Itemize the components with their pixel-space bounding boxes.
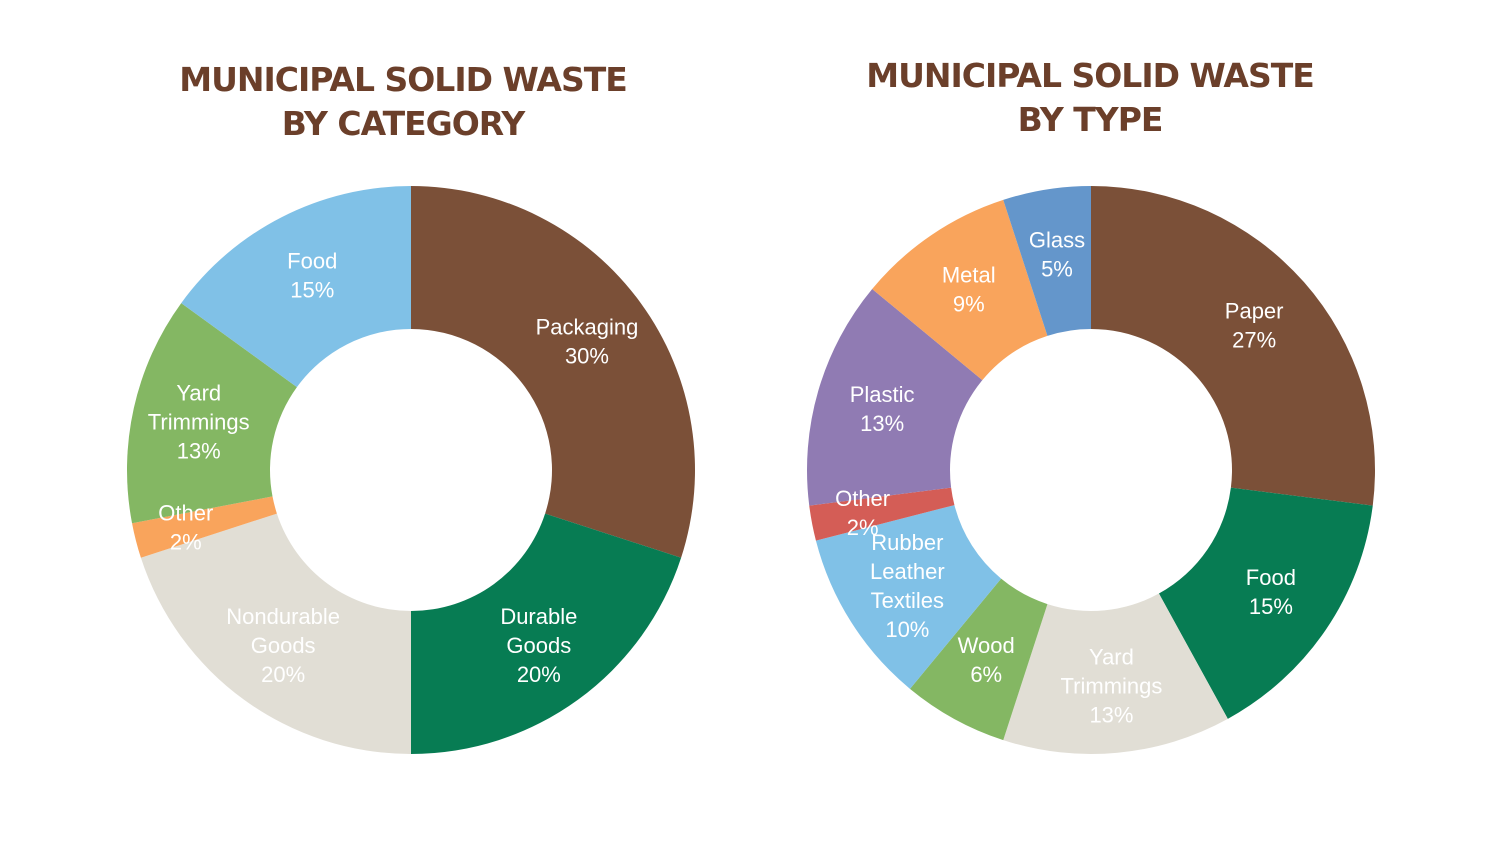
slice-plastic <box>807 288 983 506</box>
slice-label-name: Yard <box>1089 645 1134 670</box>
slice-label-name: Other <box>835 486 890 511</box>
slice-label-value: 15% <box>290 278 334 303</box>
slice-label-name: Yard <box>176 381 221 406</box>
slice-metal <box>872 199 1048 381</box>
slice-label-value: 20% <box>261 662 305 687</box>
slice-label-name: Leather <box>870 559 945 584</box>
slice-packaging <box>411 186 695 558</box>
slice-label-name: Metal <box>942 263 996 288</box>
slice-durable-goods <box>411 513 682 754</box>
slice-label-value: 13% <box>1089 703 1133 728</box>
slice-label: Other 2% <box>158 500 213 554</box>
slice-food <box>1158 487 1373 719</box>
slice-other <box>809 487 955 541</box>
chart-title-line-2: BY TYPE <box>1017 100 1164 139</box>
slice-label-name: Textiles <box>871 588 944 613</box>
slice-label: Wood 6% <box>958 633 1015 687</box>
slice-label: Food 15% <box>1246 565 1296 619</box>
slice-label-value: 20% <box>517 662 561 687</box>
slice-label-value: 9% <box>953 292 985 317</box>
slice-glass <box>1003 186 1091 336</box>
slices <box>807 186 1375 754</box>
slice-food <box>181 186 411 388</box>
slice-other <box>132 496 277 558</box>
slice-label-name: Durable <box>500 604 577 629</box>
slice-label-value: 13% <box>177 439 221 464</box>
slice-nondurable-goods <box>140 513 411 754</box>
slice-label-name: Glass <box>1029 228 1085 253</box>
slice-label: Nondurable Goods 20% <box>226 604 340 687</box>
slice-label-value: 10% <box>885 617 929 642</box>
slice-label-value: 5% <box>1041 257 1073 282</box>
slice-label-name: Trimmings <box>1061 674 1163 699</box>
slice-label: Plastic 13% <box>850 382 915 436</box>
chart-by-type: MUNICIPAL SOLID WASTE BY TYPE Paper 27% Fo… <box>710 0 1460 844</box>
slice-wood <box>909 578 1048 741</box>
slice-label-value: 6% <box>970 662 1002 687</box>
slice-label: Yard Trimmings 13% <box>148 381 250 464</box>
slice-label-value: 27% <box>1232 328 1276 353</box>
slice-label-name: Paper <box>1225 299 1284 324</box>
chart-by-category: MUNICIPAL SOLID WASTE BY CATEGORY Packag… <box>30 0 780 844</box>
chart-title-line-1: MUNICIPAL SOLID WASTE <box>866 56 1315 95</box>
chart-title-line-1: MUNICIPAL SOLID WASTE <box>179 60 628 99</box>
slice-label-name: Packaging <box>536 315 639 340</box>
slice-labels: Paper 27% Food 15% Yard Trimmings 13% Wood 6% Rub… <box>835 228 1296 728</box>
slice-label-name: Plastic <box>850 382 915 407</box>
slice-label: Durable Goods 20% <box>500 604 577 687</box>
slice-label-value: 2% <box>170 529 202 554</box>
slice-label: Packaging 30% <box>536 315 639 369</box>
slice-rubber-leather-textiles <box>815 505 1002 689</box>
slice-label-name: Goods <box>506 633 571 658</box>
slice-label-value: 2% <box>847 515 879 540</box>
slice-label-name: Rubber <box>871 530 943 555</box>
slice-label-name: Other <box>158 500 213 525</box>
slice-label-name: Nondurable <box>226 604 340 629</box>
slice-labels: Packaging 30% Durable Goods 20% Nondurable Goo… <box>148 249 639 687</box>
slice-label-name: Wood <box>958 633 1015 658</box>
slice-label: Metal 9% <box>942 263 996 317</box>
donut-chart: Paper 27% Food 15% Yard Trimmings 13% Wood 6% Rub… <box>807 186 1375 754</box>
slice-yard-trimmings <box>127 303 297 524</box>
slice-label: Glass 5% <box>1029 228 1085 282</box>
slices <box>127 186 695 754</box>
slice-label-name: Food <box>1246 565 1296 590</box>
slice-label-name: Trimmings <box>148 410 250 435</box>
slice-label: Food 15% <box>287 249 337 303</box>
slice-label-value: 15% <box>1249 594 1293 619</box>
slice-label-value: 13% <box>860 411 904 436</box>
slice-paper <box>1091 186 1375 506</box>
slice-label-name: Goods <box>251 633 316 658</box>
slice-label: Paper 27% <box>1225 299 1284 353</box>
slice-label: Other 2% <box>835 486 890 540</box>
slice-label: Rubber Leather Textiles 10% <box>870 530 945 642</box>
chart-title-line-2: BY CATEGORY <box>281 104 526 143</box>
slice-label-name: Food <box>287 249 337 274</box>
slice-label-value: 30% <box>565 344 609 369</box>
chart-title: MUNICIPAL SOLID WASTE BY CATEGORY <box>23 58 783 146</box>
chart-title: MUNICIPAL SOLID WASTE BY TYPE <box>710 54 1470 142</box>
slice-yard-trimmings <box>1003 593 1228 754</box>
slice-label: Yard Trimmings 13% <box>1061 645 1163 728</box>
donut-chart: Packaging 30% Durable Goods 20% Nondurable Goo… <box>127 186 695 754</box>
